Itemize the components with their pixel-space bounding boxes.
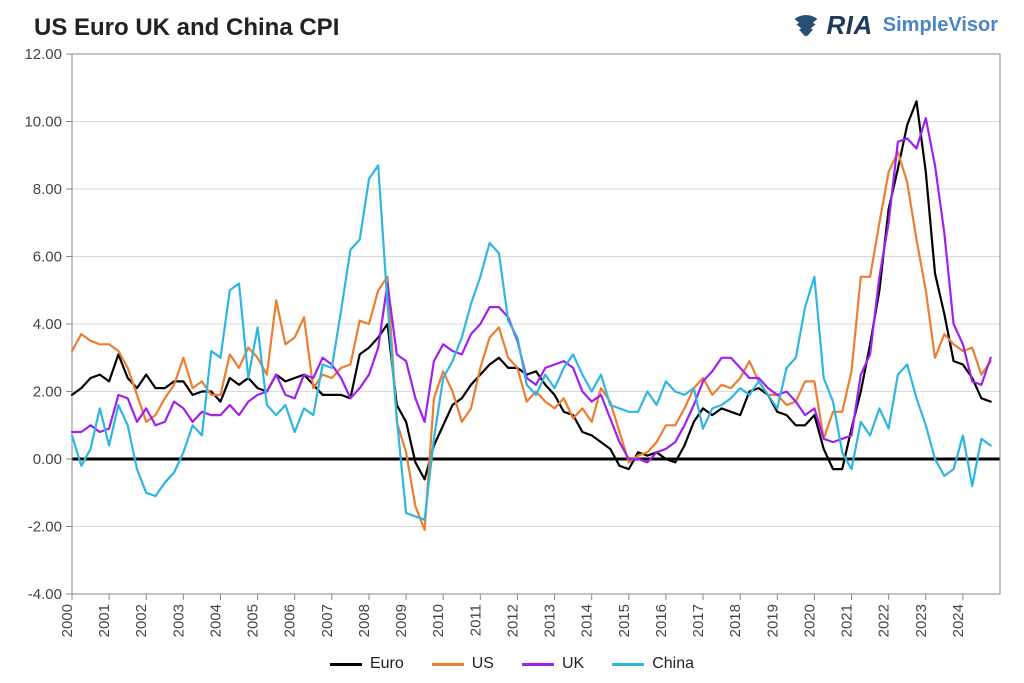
legend-label: UK [562,655,584,673]
svg-text:2022: 2022 [876,604,893,637]
chart-legend: Euro US UK China [0,655,1024,673]
svg-text:2005: 2005 [245,604,262,637]
svg-text:-2.00: -2.00 [28,519,62,536]
svg-text:10.00: 10.00 [24,114,62,131]
svg-text:2016: 2016 [653,604,670,637]
svg-text:2013: 2013 [542,604,559,637]
svg-text:2021: 2021 [839,604,856,637]
svg-text:2008: 2008 [356,604,373,637]
svg-text:2024: 2024 [950,604,967,637]
svg-text:0.00: 0.00 [33,451,62,468]
svg-text:2011: 2011 [467,604,484,636]
svg-text:12.00: 12.00 [24,46,62,63]
svg-text:2.00: 2.00 [33,384,62,401]
svg-text:2015: 2015 [616,604,633,637]
legend-label: China [652,655,694,673]
legend-item: UK [522,655,584,673]
legend-label: Euro [370,655,404,673]
svg-text:2006: 2006 [282,604,299,637]
svg-text:2018: 2018 [727,604,744,637]
legend-label: US [472,655,494,673]
svg-text:2002: 2002 [133,604,150,637]
svg-text:2020: 2020 [801,604,818,637]
legend-swatch [330,663,362,666]
legend-swatch [522,663,554,666]
legend-item: US [432,655,494,673]
svg-text:2014: 2014 [579,604,596,637]
svg-text:2009: 2009 [393,604,410,637]
svg-text:2017: 2017 [690,604,707,637]
svg-text:-4.00: -4.00 [28,586,62,603]
chart-svg: -4.00 -2.00 0.00 2.00 4.00 6.00 8.00 10.00 12.00… [0,0,1024,683]
legend-item: Euro [330,655,404,673]
svg-text:2004: 2004 [207,604,224,637]
svg-text:2003: 2003 [170,604,187,637]
chart-container: US Euro UK and China CPI RIA SimpleVisor… [0,0,1024,683]
svg-text:6.00: 6.00 [33,249,62,266]
svg-text:2012: 2012 [504,604,521,637]
svg-text:2010: 2010 [430,604,447,637]
svg-text:2001: 2001 [96,604,113,637]
svg-text:2023: 2023 [913,604,930,637]
svg-text:4.00: 4.00 [33,316,62,333]
legend-swatch [612,663,644,666]
svg-text:2000: 2000 [59,604,76,637]
legend-swatch [432,663,464,666]
svg-text:2007: 2007 [319,604,336,637]
svg-text:8.00: 8.00 [33,181,62,198]
svg-text:2019: 2019 [764,604,781,637]
legend-item: China [612,655,694,673]
